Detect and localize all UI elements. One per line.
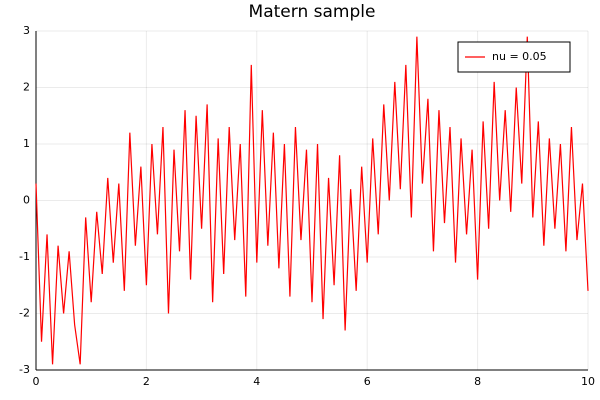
y-tick-label: -3	[19, 363, 30, 376]
y-tick-label: -2	[19, 307, 30, 320]
y-tick-label: 1	[23, 137, 30, 150]
data-line	[35, 36, 589, 365]
x-tick-label: 0	[33, 375, 40, 388]
y-tick-label: -1	[19, 250, 30, 263]
chart-title: Matern sample	[249, 2, 376, 22]
x-tick-label: 6	[364, 375, 371, 388]
x-tick-label: 4	[253, 375, 260, 388]
legend-label: nu = 0.05	[492, 50, 547, 63]
x-tick-label: 2	[143, 375, 150, 388]
x-tick-label: 10	[581, 375, 595, 388]
y-tick-label: 3	[23, 24, 30, 37]
x-tick-label: 8	[474, 375, 481, 388]
y-tick-label: 0	[23, 194, 30, 207]
y-tick-label: 2	[23, 81, 30, 94]
